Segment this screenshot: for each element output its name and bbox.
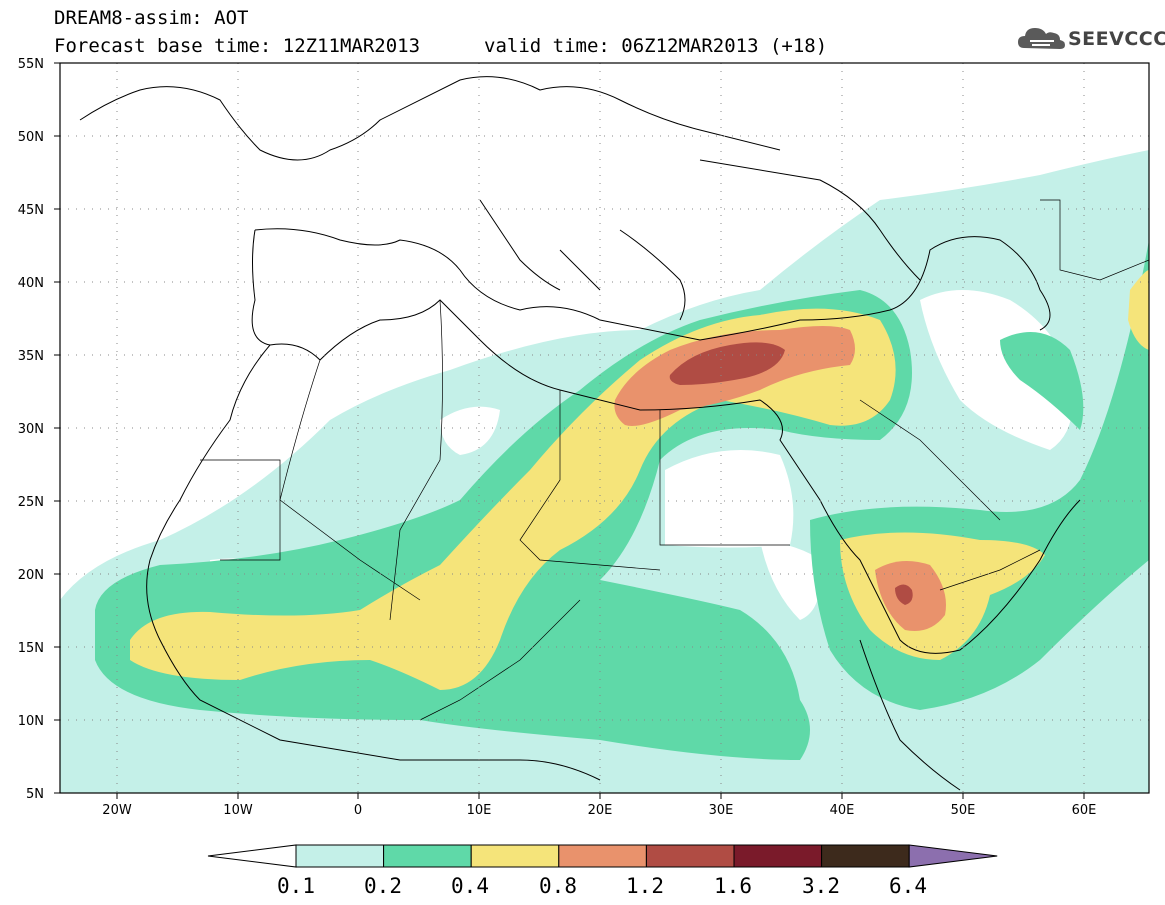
lon-tick: 0 <box>354 803 362 818</box>
country-borders <box>200 199 1149 721</box>
lon-tick: 10W <box>223 803 253 818</box>
colorbar-box <box>645 844 735 868</box>
colorbar-box <box>821 844 910 868</box>
lon-tick: 40E <box>830 803 855 818</box>
colorbar-label: 0.8 <box>539 874 577 898</box>
coastlines <box>79 76 1081 791</box>
colorbar-box <box>383 844 472 868</box>
colorbar-box <box>558 844 647 868</box>
lat-tick: 35N <box>18 349 44 364</box>
colorbar-label: 6.4 <box>889 874 927 898</box>
lat-tick: 10N <box>18 714 44 729</box>
lon-tick: 20W <box>102 803 132 818</box>
colorbar-boxes <box>207 844 998 868</box>
lat-tick: 40N <box>18 276 44 291</box>
lon-tick: 20E <box>588 803 613 818</box>
colorbar-label: 0.4 <box>451 874 489 898</box>
colorbar-label: 3.2 <box>802 874 840 898</box>
lon-axis: 20W 10W 0 10E 20E 30E 40E 50E 60E <box>102 803 1096 818</box>
logo-text: SEEVCCC <box>1068 28 1165 50</box>
lat-axis: 55N 50N 45N 40N 35N 30N 25N 20N 15N 10N … <box>18 57 44 802</box>
lat-tick: 20N <box>18 568 44 583</box>
colorbar-label: 0.1 <box>277 874 315 898</box>
colorbar-labels: 0.1 0.2 0.4 0.8 1.2 1.6 3.2 6.4 <box>277 874 927 898</box>
lon-tick: 30E <box>709 803 734 818</box>
colorbar-label: 0.2 <box>364 874 402 898</box>
aot-clear-area <box>760 540 821 620</box>
cloud-icon <box>1018 28 1065 49</box>
aot-band-1.2 <box>669 342 785 385</box>
lat-tick: 30N <box>18 422 44 437</box>
seevccc-logo: SEEVCCC <box>1016 22 1165 56</box>
lat-tick: 25N <box>18 495 44 510</box>
colorbar-box <box>470 844 560 868</box>
aot-band-0.4 <box>1128 270 1149 350</box>
lat-tick: 55N <box>18 57 44 72</box>
colorbar-arrow-low <box>207 844 297 868</box>
colorbar-label: 1.6 <box>714 874 752 898</box>
lon-tick: 60E <box>1072 803 1097 818</box>
lat-tick: 5N <box>26 787 44 802</box>
colorbar-box <box>295 844 385 868</box>
lon-tick: 10E <box>467 803 492 818</box>
aot-band-0.2 <box>1000 332 1084 430</box>
lat-tick: 45N <box>18 203 44 218</box>
colorbar-label: 1.2 <box>626 874 664 898</box>
aot-clear-area <box>665 450 794 548</box>
valid-time: valid time: 06Z12MAR2013 (+18) <box>484 35 828 57</box>
colorbar-arrow-high <box>908 844 998 868</box>
aot-contours <box>60 76 1149 793</box>
map-title: DREAM8-assim: AOT <box>54 7 249 29</box>
lon-tick: 50E <box>951 803 976 818</box>
aot-clear-area <box>440 406 500 455</box>
lat-tick: 15N <box>18 641 44 656</box>
tick-marks <box>54 62 1085 799</box>
colorbar-box <box>733 844 823 868</box>
forecast-base-time: Forecast base time: 12Z11MAR2013 <box>54 35 421 57</box>
aot-band-1.2 <box>895 584 913 605</box>
aot-clear-area <box>920 290 1073 450</box>
graticule <box>60 63 1149 793</box>
lat-tick: 50N <box>18 130 44 145</box>
